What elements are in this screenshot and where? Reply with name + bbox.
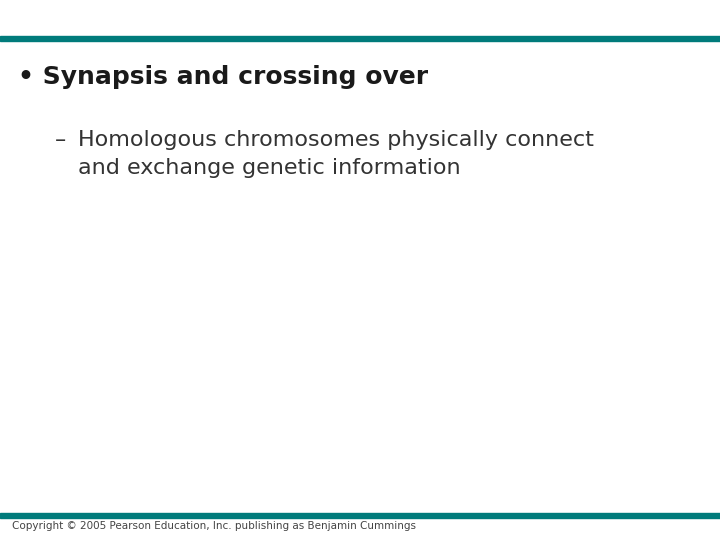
Text: • Synapsis and crossing over: • Synapsis and crossing over (18, 65, 428, 89)
Text: and exchange genetic information: and exchange genetic information (78, 158, 461, 178)
Text: Homologous chromosomes physically connect: Homologous chromosomes physically connec… (78, 130, 594, 150)
Bar (0, 36, 720, 41)
Bar (0, 513, 720, 518)
Text: Copyright © 2005 Pearson Education, Inc. publishing as Benjamin Cummings: Copyright © 2005 Pearson Education, Inc.… (12, 521, 416, 531)
Text: –: – (55, 130, 66, 150)
